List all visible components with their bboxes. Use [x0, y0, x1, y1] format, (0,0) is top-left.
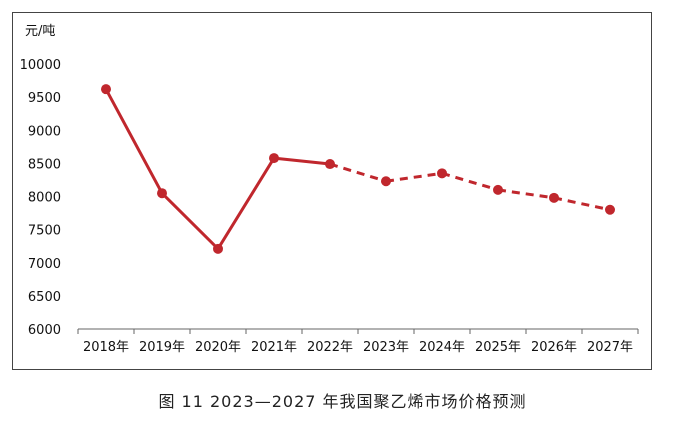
data-point: [269, 153, 279, 164]
data-point: [213, 243, 223, 254]
y-tick-label: 8500: [28, 157, 61, 172]
y-tick-label: 7000: [28, 257, 61, 272]
y-tick-label: 9500: [28, 91, 61, 106]
line-segment-actual: [104, 87, 164, 195]
x-tick-label: 2023年: [363, 340, 409, 355]
x-tick-label: 2019年: [139, 340, 185, 355]
y-tick-label: 8000: [28, 191, 61, 206]
figure-caption: 图 11 2023—2027 年我国聚乙烯市场价格预测: [158, 392, 527, 411]
x-tick-label: 2022年: [307, 340, 353, 355]
y-tick-labels: 6000 6500 7000 7500 8000 8500 9000 9500 10000: [20, 58, 61, 338]
line-segment-forecast: [553, 196, 611, 212]
y-tick-label: 6000: [28, 323, 61, 338]
line-segment-actual: [272, 156, 332, 166]
data-point: [549, 192, 559, 203]
x-tick-label: 2026年: [531, 340, 577, 355]
series-lines: [104, 87, 611, 251]
data-point: [325, 159, 335, 170]
line-segment-actual: [216, 156, 276, 251]
x-tick-label: 2024年: [419, 340, 465, 355]
line-segment-forecast: [441, 171, 499, 192]
x-tick-label: 2027年: [587, 340, 633, 355]
y-tick-label: 7500: [28, 224, 61, 239]
x-tick-label: 2020年: [195, 340, 241, 355]
line-segment-forecast: [497, 188, 555, 200]
data-point: [157, 188, 167, 199]
x-tick-labels: 2018年 2019年 2020年 2021年 2022年 2023年 2024年 2025年…: [83, 340, 633, 355]
series-points: [101, 84, 615, 254]
x-tick-label: 2018年: [83, 340, 129, 355]
y-tick-label: 9000: [28, 124, 61, 139]
y-tick-label: 6500: [28, 290, 61, 305]
data-point: [381, 176, 391, 187]
x-tick-label: 2021年: [251, 340, 297, 355]
line-segment-forecast: [385, 171, 443, 183]
line-chart: 元/吨 6000 6500 7000 7500 8000 8500 9000 9500 1000…: [20, 24, 639, 355]
data-point: [605, 204, 615, 215]
y-axis-unit-label: 元/吨: [25, 24, 55, 39]
x-tick-label: 2025年: [475, 340, 521, 355]
data-point: [101, 84, 111, 95]
chart-axes: [77, 328, 639, 334]
data-point: [493, 184, 503, 195]
y-tick-label: 10000: [20, 58, 61, 73]
chart-frame: 元/吨 6000 6500 7000 7500 8000 8500 9000 9500 1000…: [12, 12, 652, 370]
line-segment-forecast: [329, 162, 387, 183]
data-point: [437, 168, 447, 179]
line-segment-actual: [160, 191, 220, 251]
